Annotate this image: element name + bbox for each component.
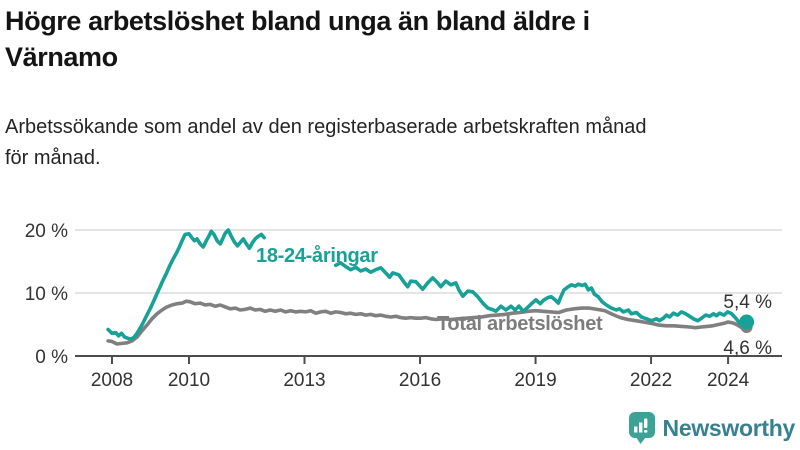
- brand-name: Newsworthy: [662, 414, 796, 441]
- series-line-youth: [333, 260, 749, 328]
- page-title: Högre arbetslöshet bland unga än bland ä…: [5, 4, 797, 76]
- x-tick-label: 2008: [91, 370, 133, 391]
- axes-layer: 20 % 10 % 0 % 2008 2010 2013 2016 2019 2022 2024: [25, 221, 782, 391]
- x-tick-label: 2013: [283, 370, 325, 391]
- x-tick-label: 2022: [630, 370, 672, 391]
- x-tick-label: 2016: [399, 370, 441, 391]
- x-tick-label: 2010: [168, 370, 210, 391]
- end-dots-layer: [739, 314, 755, 333]
- x-tick-label: 2024: [707, 370, 750, 391]
- x-tick-label: 2019: [514, 370, 556, 391]
- title-line-1: Högre arbetslöshet bland unga än bland ä…: [5, 6, 590, 36]
- series-line-total: [106, 299, 749, 346]
- total-unemployment-line-layer: [106, 299, 749, 346]
- chart-subtitle: Arbetssökande som andel av den registerb…: [5, 112, 797, 174]
- end-value-label-total: 4,6 %: [723, 338, 772, 359]
- end-dot-youth: [739, 314, 755, 330]
- title-line-2: Värnamo: [5, 41, 118, 72]
- series-label-youth: 18-24-åringar: [256, 244, 378, 267]
- youth-unemployment-line-layer: [106, 228, 749, 341]
- y-tick-label: 10 %: [25, 284, 68, 305]
- y-tick-label: 0 %: [35, 347, 68, 368]
- end-value-label-youth: 5,4 %: [723, 292, 772, 313]
- subtitle-line-1: Arbetssökande som andel av den registerb…: [5, 116, 647, 138]
- newsworthy-logo[interactable]: Newsworthy: [628, 411, 795, 445]
- y-tick-label: 20 %: [25, 221, 68, 242]
- subtitle-line-2: för månad.: [5, 147, 101, 169]
- bar-chart-exclamation-speech-bubble-icon: [628, 412, 655, 444]
- series-label-total: Total arbetslöshet: [437, 313, 603, 335]
- series-line-youth: [106, 228, 266, 341]
